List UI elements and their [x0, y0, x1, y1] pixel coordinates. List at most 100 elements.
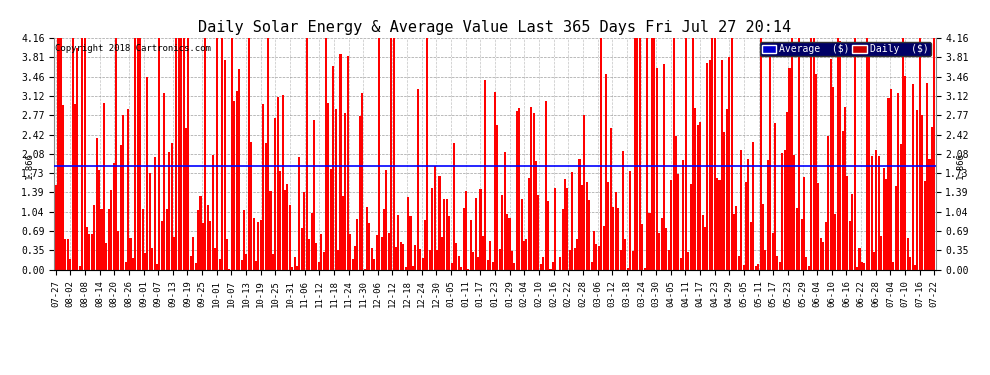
Bar: [241, 260, 243, 270]
Bar: [820, 238, 822, 270]
Text: 1.866: 1.866: [25, 152, 34, 179]
Bar: [439, 176, 441, 270]
Bar: [564, 179, 566, 270]
Bar: [590, 262, 593, 270]
Bar: [267, 38, 269, 270]
Bar: [521, 199, 523, 270]
Bar: [603, 226, 605, 270]
Bar: [158, 38, 160, 270]
Bar: [457, 255, 459, 270]
Bar: [588, 200, 590, 270]
Bar: [726, 109, 728, 270]
Bar: [535, 161, 537, 270]
Bar: [98, 170, 100, 270]
Bar: [682, 160, 684, 270]
Bar: [883, 168, 885, 270]
Bar: [617, 208, 619, 270]
Bar: [450, 263, 452, 270]
Bar: [518, 108, 520, 270]
Title: Daily Solar Energy & Average Value Last 365 Days Fri Jul 27 20:14: Daily Solar Energy & Average Value Last …: [198, 20, 792, 35]
Bar: [887, 99, 889, 270]
Bar: [335, 110, 337, 270]
Bar: [561, 209, 563, 270]
Bar: [178, 38, 180, 270]
Bar: [742, 265, 744, 270]
Bar: [835, 214, 837, 270]
Bar: [410, 216, 412, 270]
Bar: [380, 237, 382, 270]
Bar: [286, 183, 288, 270]
Bar: [757, 264, 759, 270]
Bar: [576, 238, 578, 270]
Bar: [830, 59, 832, 270]
Bar: [156, 264, 158, 270]
Bar: [346, 56, 348, 270]
Bar: [610, 129, 612, 270]
Bar: [76, 48, 78, 270]
Bar: [846, 176, 848, 270]
Bar: [397, 215, 400, 270]
Bar: [197, 210, 199, 270]
Bar: [544, 102, 546, 270]
Bar: [571, 172, 573, 270]
Bar: [487, 260, 489, 270]
Bar: [655, 68, 657, 270]
Bar: [637, 38, 639, 270]
Bar: [378, 38, 380, 270]
Bar: [752, 142, 754, 270]
Bar: [170, 143, 172, 270]
Bar: [861, 262, 863, 270]
Bar: [791, 38, 793, 270]
Bar: [79, 266, 81, 270]
Bar: [316, 243, 318, 270]
Bar: [569, 250, 571, 270]
Bar: [639, 38, 641, 270]
Bar: [429, 250, 431, 270]
Bar: [294, 257, 296, 270]
Bar: [274, 118, 276, 270]
Bar: [934, 38, 936, 270]
Bar: [81, 38, 83, 270]
Bar: [907, 238, 909, 270]
Bar: [195, 263, 197, 270]
Bar: [912, 84, 914, 270]
Bar: [622, 150, 624, 270]
Bar: [168, 152, 170, 270]
Bar: [105, 243, 107, 270]
Bar: [776, 256, 778, 270]
Bar: [926, 83, 929, 270]
Bar: [64, 239, 66, 270]
Bar: [689, 183, 692, 270]
Bar: [496, 125, 498, 270]
Bar: [482, 236, 484, 270]
Bar: [578, 159, 580, 270]
Bar: [57, 38, 59, 270]
Bar: [660, 218, 662, 270]
Bar: [257, 222, 259, 270]
Bar: [600, 38, 602, 270]
Bar: [731, 38, 733, 270]
Bar: [86, 227, 88, 270]
Bar: [296, 266, 298, 270]
Bar: [634, 38, 636, 270]
Bar: [554, 188, 556, 270]
Bar: [608, 182, 610, 270]
Bar: [499, 249, 501, 270]
Bar: [885, 179, 887, 270]
Bar: [736, 206, 738, 270]
Bar: [71, 38, 73, 270]
Bar: [511, 251, 513, 270]
Bar: [122, 114, 125, 270]
Bar: [59, 38, 61, 270]
Bar: [231, 38, 233, 270]
Bar: [313, 120, 315, 270]
Bar: [311, 213, 313, 270]
Bar: [808, 266, 810, 270]
Bar: [786, 112, 788, 270]
Bar: [298, 156, 301, 270]
Bar: [137, 38, 139, 270]
Text: Copyright 2018 Cartronics.com: Copyright 2018 Cartronics.com: [55, 45, 211, 54]
Bar: [340, 54, 342, 270]
Bar: [417, 90, 419, 270]
Bar: [895, 186, 897, 270]
